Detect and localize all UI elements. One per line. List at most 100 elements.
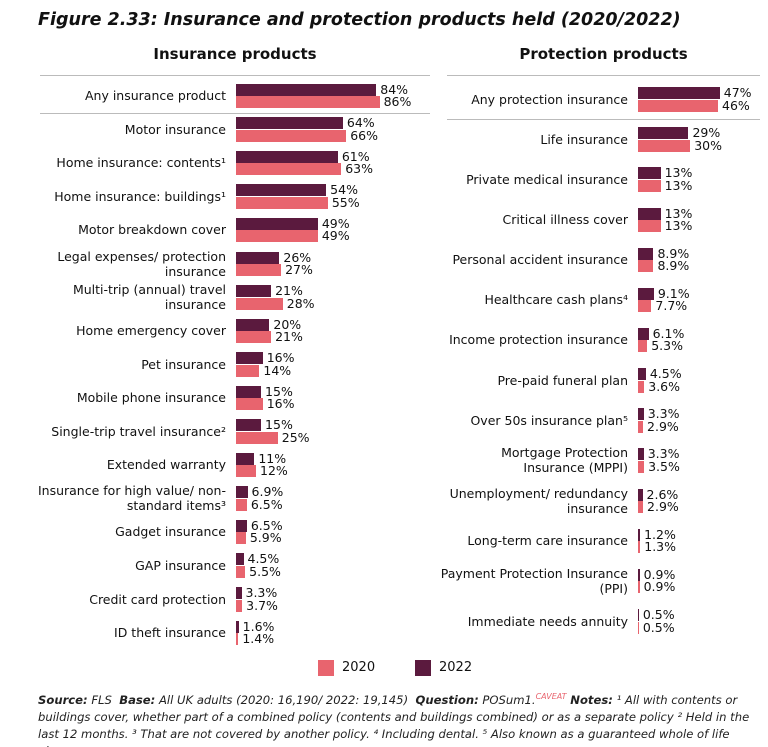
value-label: 49% bbox=[321, 228, 350, 244]
category-label: Mobile phone insurance bbox=[76, 390, 226, 406]
value-label: 5.3% bbox=[651, 338, 683, 354]
value-label: 0.5% bbox=[642, 607, 675, 623]
bar bbox=[638, 99, 719, 112]
bar bbox=[236, 129, 347, 142]
label: Source: bbox=[38, 692, 88, 707]
value-label: 0.9% bbox=[643, 579, 676, 595]
category-label: Home insurance: buildings¹ bbox=[54, 188, 226, 204]
bar bbox=[638, 127, 689, 140]
bar bbox=[638, 300, 652, 313]
bar bbox=[638, 340, 648, 353]
value-label: 27% bbox=[285, 262, 313, 278]
category-label: Legal expenses/ protection insurance bbox=[57, 248, 226, 279]
value-label: 0.9% bbox=[643, 566, 676, 582]
value-label: 7.7% bbox=[655, 298, 688, 314]
category-label: Insurance for high value/ non-standard i… bbox=[37, 483, 226, 514]
bar bbox=[236, 385, 262, 398]
bar bbox=[638, 287, 654, 300]
value-label: 1.6% bbox=[242, 618, 275, 634]
bar bbox=[638, 568, 640, 581]
bar bbox=[638, 139, 691, 152]
legend-label: 2020 bbox=[342, 660, 376, 675]
rule bbox=[40, 112, 430, 114]
bar bbox=[638, 460, 645, 473]
bar bbox=[236, 196, 328, 209]
value-label: 15% bbox=[265, 417, 293, 433]
bar bbox=[236, 352, 263, 365]
value-label: 0.5% bbox=[642, 619, 675, 635]
value-label: 46% bbox=[722, 97, 750, 113]
category-label: Private medical insurance bbox=[466, 171, 628, 187]
bar bbox=[236, 83, 377, 96]
value-label: 14% bbox=[263, 362, 292, 378]
value-label: 6.5% bbox=[250, 517, 283, 533]
bar bbox=[638, 621, 639, 634]
value-label: 4.5% bbox=[649, 366, 682, 382]
value-label: 16% bbox=[266, 350, 295, 366]
bar bbox=[236, 96, 380, 109]
legend-swatch bbox=[318, 660, 334, 676]
category-label: Healthcare cash plans⁴ bbox=[484, 292, 628, 308]
value-label: 2.6% bbox=[646, 486, 679, 502]
value-label: 3.3% bbox=[647, 406, 680, 422]
value-label: 12% bbox=[260, 463, 288, 479]
bar bbox=[236, 431, 278, 444]
bar bbox=[236, 364, 260, 377]
value-label: 63% bbox=[345, 161, 373, 177]
label: Base: bbox=[119, 692, 156, 707]
category-label: Pet insurance bbox=[141, 356, 226, 372]
legend-swatch bbox=[415, 660, 431, 676]
bar bbox=[236, 620, 239, 633]
value-label: 61% bbox=[341, 148, 370, 164]
bar bbox=[638, 581, 640, 594]
bar bbox=[236, 633, 239, 646]
bar bbox=[236, 184, 327, 197]
bar bbox=[638, 528, 641, 541]
value-label: 28% bbox=[286, 295, 315, 311]
text: POSum1. bbox=[482, 692, 536, 707]
bar bbox=[638, 488, 643, 501]
legend-label: 2022 bbox=[439, 660, 473, 675]
bar bbox=[236, 150, 338, 163]
value-label: 54% bbox=[330, 182, 358, 198]
value-label: 9.1% bbox=[657, 285, 690, 301]
panel-title: Protection products bbox=[519, 45, 688, 63]
category-label: Payment Protection Insurance (PPI) bbox=[440, 565, 628, 596]
category-label: Extended warranty bbox=[106, 457, 226, 473]
value-label: 1.2% bbox=[644, 526, 676, 542]
value-label: 3.3% bbox=[245, 585, 278, 601]
bar bbox=[236, 331, 272, 344]
rule bbox=[447, 75, 760, 76]
bar bbox=[638, 448, 644, 461]
bar bbox=[236, 318, 270, 331]
value-label: 30% bbox=[694, 137, 722, 153]
value-label: 29% bbox=[692, 125, 721, 141]
category-label: Motor insurance bbox=[124, 121, 226, 137]
bar bbox=[638, 501, 644, 514]
bar bbox=[638, 87, 720, 100]
value-label: 55% bbox=[331, 194, 360, 210]
category-label: Unemployment/ redundancy insurance bbox=[449, 485, 628, 516]
value-label: 13% bbox=[664, 165, 693, 181]
value-label: 84% bbox=[380, 81, 409, 97]
caveat: CAVEAT bbox=[535, 692, 567, 701]
rule bbox=[40, 75, 430, 76]
value-label: 5.9% bbox=[249, 530, 282, 546]
text: FLS bbox=[91, 692, 112, 707]
rule bbox=[447, 119, 760, 121]
category-label: Gadget insurance bbox=[115, 524, 226, 540]
value-label: 3.5% bbox=[648, 458, 680, 474]
bar bbox=[236, 599, 243, 612]
category-label: Immediate needs annuity bbox=[467, 613, 628, 629]
bar bbox=[236, 498, 247, 511]
bar bbox=[638, 368, 646, 381]
value-label: 3.6% bbox=[648, 378, 681, 394]
footnote: Source: FLS Base: All UK adults (2020: 1… bbox=[38, 688, 758, 747]
bar bbox=[638, 260, 654, 273]
panel-title: Insurance products bbox=[153, 45, 317, 63]
value-label: 4.5% bbox=[247, 551, 280, 567]
value-label: 66% bbox=[350, 127, 379, 143]
value-label: 86% bbox=[383, 94, 412, 110]
category-label: Credit card protection bbox=[89, 591, 226, 607]
value-label: 20% bbox=[273, 316, 302, 332]
